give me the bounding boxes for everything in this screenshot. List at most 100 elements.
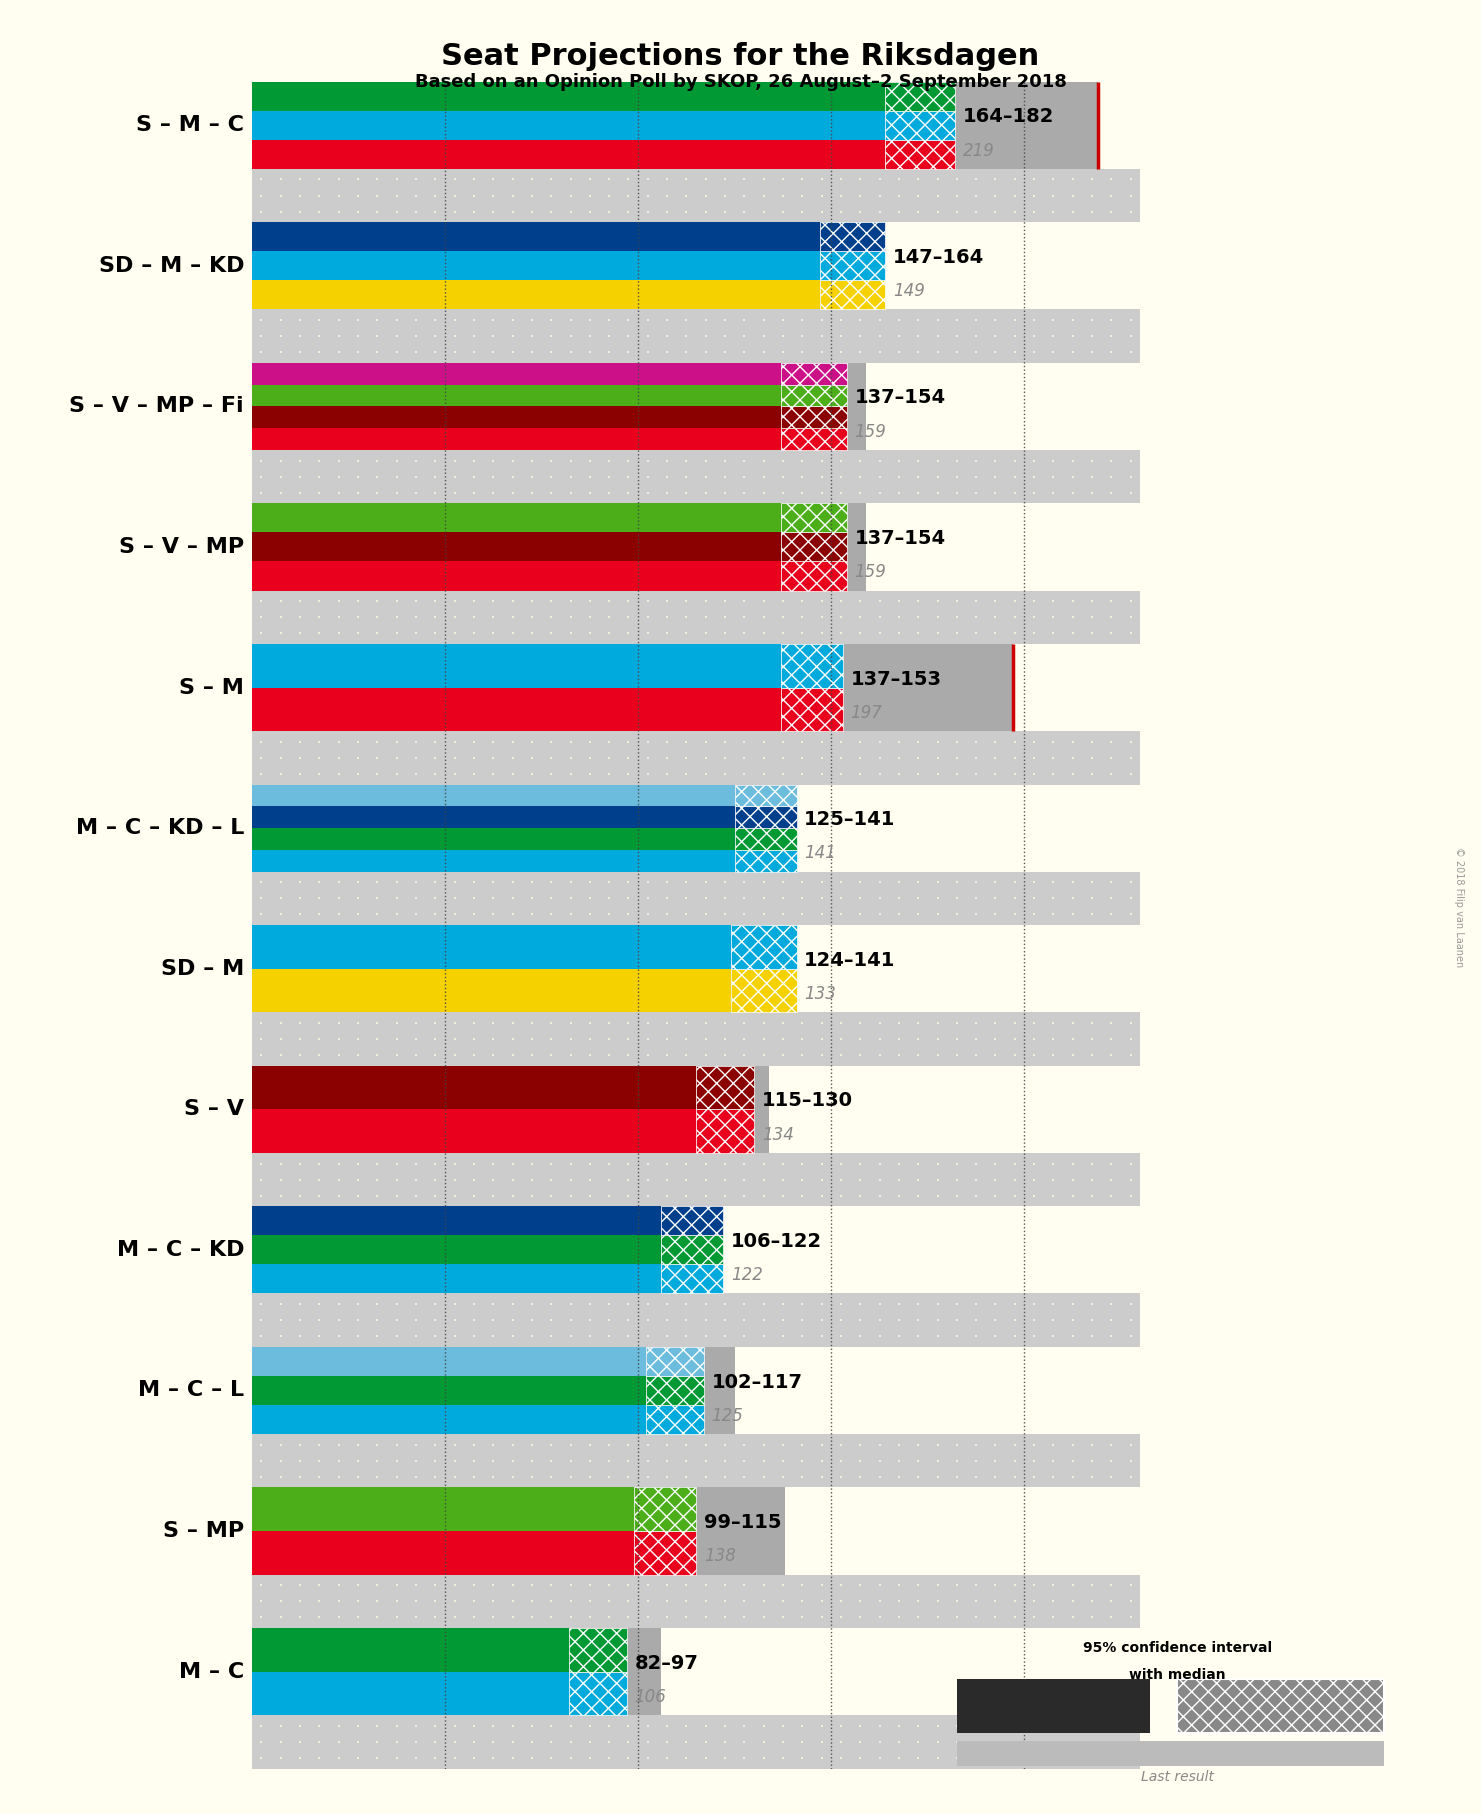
- Point: [926, 1148, 949, 1177]
- Point: [424, 1429, 447, 1458]
- Bar: [252, 502, 866, 591]
- Point: [983, 321, 1007, 350]
- Point: [945, 1727, 969, 1756]
- Point: [849, 198, 872, 227]
- Bar: [780, 688, 843, 731]
- Point: [1080, 181, 1103, 210]
- Point: [926, 1306, 949, 1335]
- Point: [868, 198, 892, 227]
- Text: 147–164: 147–164: [893, 249, 985, 267]
- Point: [404, 463, 428, 492]
- Point: [308, 1009, 332, 1038]
- Point: [462, 900, 486, 929]
- Point: [868, 181, 892, 210]
- Point: [404, 198, 428, 227]
- Point: [733, 479, 757, 508]
- Point: [616, 900, 640, 929]
- Point: [791, 1181, 815, 1210]
- Point: [772, 586, 795, 615]
- Point: [752, 463, 776, 492]
- Point: [578, 1181, 601, 1210]
- Point: [366, 1743, 390, 1772]
- Point: [616, 1290, 640, 1319]
- Point: [906, 1604, 930, 1633]
- Point: [635, 1604, 659, 1633]
- Point: [385, 198, 409, 227]
- Point: [655, 446, 678, 475]
- Point: [558, 760, 582, 789]
- Point: [327, 900, 351, 929]
- Bar: [819, 221, 886, 252]
- Point: [695, 1711, 718, 1740]
- Text: 137–154: 137–154: [855, 530, 945, 548]
- Point: [597, 586, 621, 615]
- Point: [695, 1148, 718, 1177]
- Point: [983, 1743, 1007, 1772]
- Text: 99–115: 99–115: [703, 1513, 782, 1533]
- Point: [1118, 305, 1142, 334]
- Point: [926, 1571, 949, 1600]
- Point: [983, 1041, 1007, 1070]
- Point: [597, 1587, 621, 1616]
- Point: [1080, 619, 1103, 648]
- Point: [520, 337, 544, 366]
- Point: [327, 1306, 351, 1335]
- Point: [308, 479, 332, 508]
- Point: [868, 1165, 892, 1194]
- Point: [733, 463, 757, 492]
- Point: [616, 1322, 640, 1351]
- Point: [347, 1604, 370, 1633]
- Point: [733, 1306, 757, 1335]
- Bar: [252, 1067, 770, 1154]
- Point: [1003, 446, 1026, 475]
- Point: [829, 463, 853, 492]
- Point: [887, 883, 911, 912]
- Point: [791, 1148, 815, 1177]
- Point: [616, 446, 640, 475]
- Point: [289, 727, 312, 756]
- Point: [695, 305, 718, 334]
- Text: S – V – MP – Fi: S – V – MP – Fi: [70, 397, 244, 417]
- Text: Last result: Last result: [1140, 1770, 1214, 1783]
- Point: [1003, 900, 1026, 929]
- Point: [520, 1727, 544, 1756]
- Point: [270, 727, 293, 756]
- Point: [481, 1306, 505, 1335]
- Bar: [569, 1673, 626, 1716]
- Point: [733, 727, 757, 756]
- Point: [868, 1009, 892, 1038]
- Bar: [730, 969, 797, 1012]
- Point: [385, 321, 409, 350]
- Point: [558, 727, 582, 756]
- Point: [424, 1306, 447, 1335]
- Point: [714, 900, 738, 929]
- Bar: [780, 385, 847, 406]
- Point: [558, 181, 582, 210]
- Point: [983, 165, 1007, 194]
- Point: [1022, 181, 1046, 210]
- Point: [964, 602, 988, 631]
- Point: [926, 181, 949, 210]
- Point: [501, 760, 524, 789]
- Point: [752, 321, 776, 350]
- Point: [270, 1727, 293, 1756]
- Point: [1060, 1148, 1084, 1177]
- Point: [1003, 1711, 1026, 1740]
- Point: [791, 1041, 815, 1070]
- Point: [1080, 1009, 1103, 1038]
- Point: [983, 586, 1007, 615]
- Point: [772, 1743, 795, 1772]
- Point: [674, 760, 698, 789]
- Point: [558, 867, 582, 896]
- Point: [520, 446, 544, 475]
- Point: [347, 165, 370, 194]
- Point: [887, 1306, 911, 1335]
- Point: [578, 321, 601, 350]
- Text: S – V: S – V: [184, 1099, 244, 1119]
- Bar: [252, 140, 886, 169]
- Point: [1041, 181, 1065, 210]
- Point: [1118, 1446, 1142, 1475]
- Point: [849, 586, 872, 615]
- Bar: [252, 1154, 1140, 1206]
- Point: [1099, 1587, 1123, 1616]
